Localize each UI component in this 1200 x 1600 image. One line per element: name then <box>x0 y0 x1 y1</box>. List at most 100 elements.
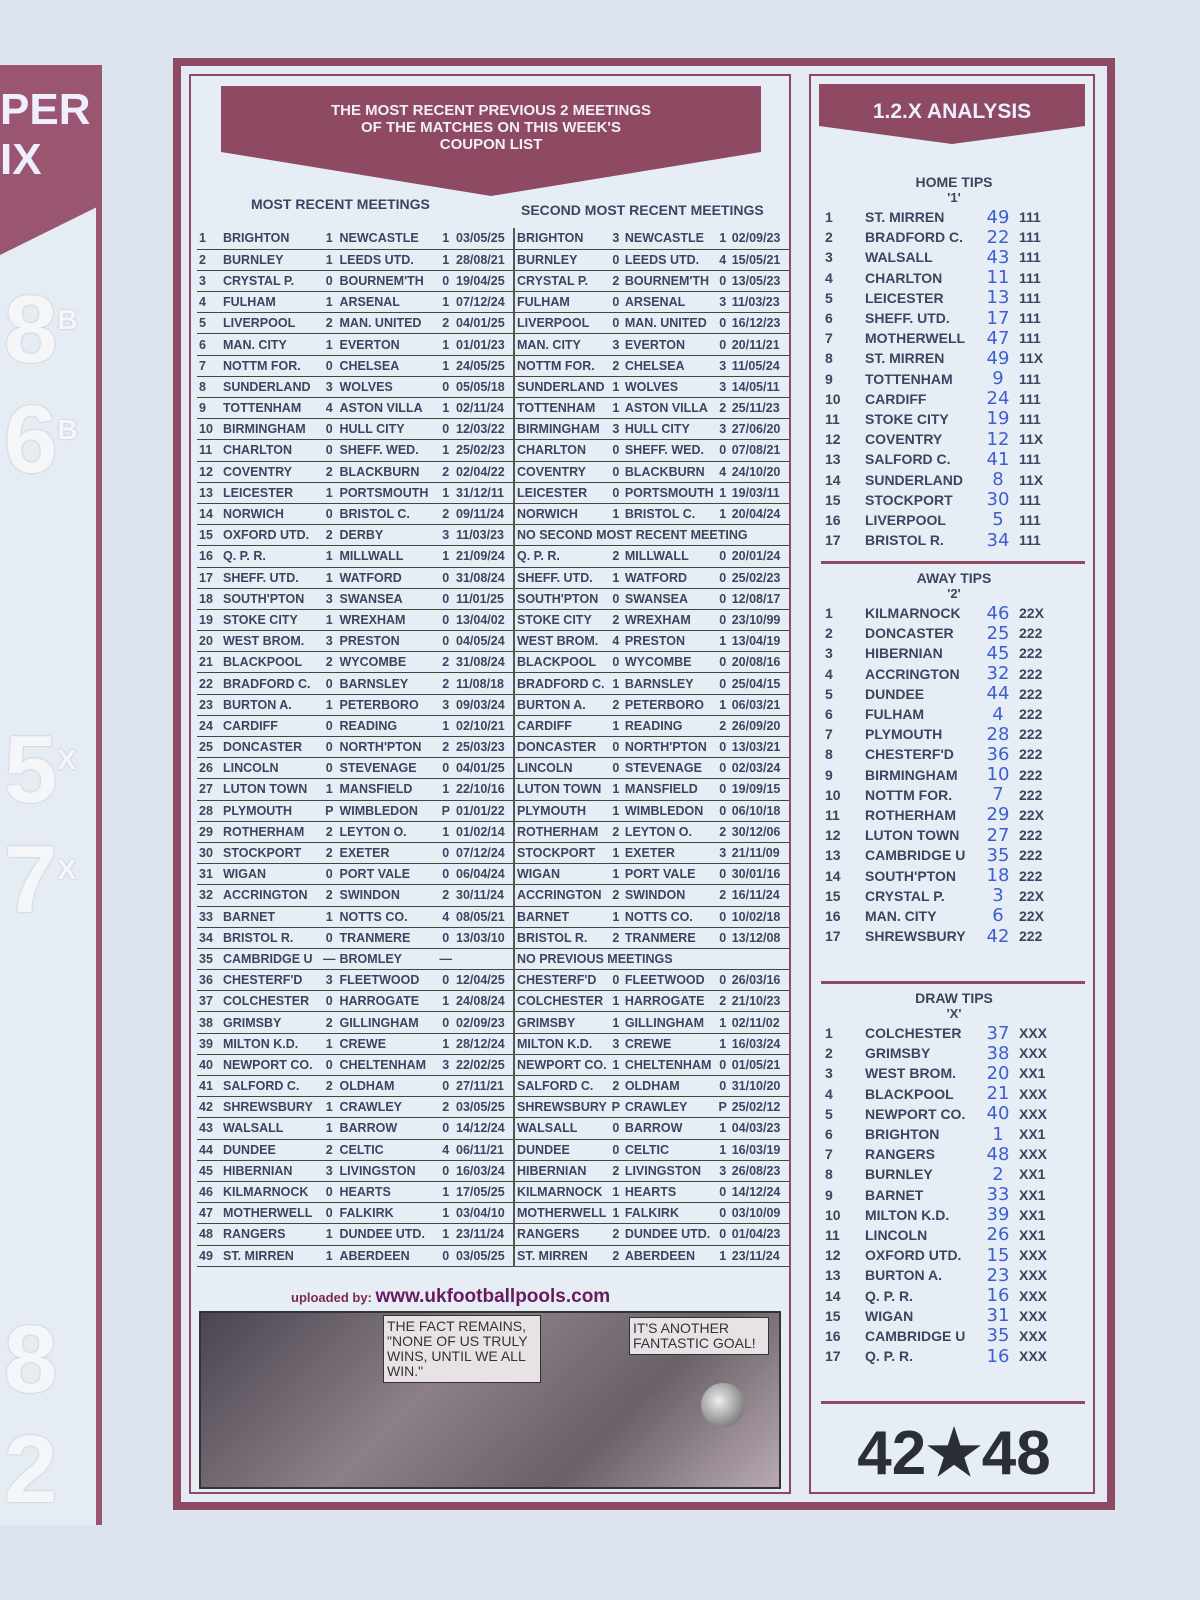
tip-team: CAMBRIDGE U <box>865 847 966 864</box>
handwritten-match-number: 21 <box>986 1083 1010 1105</box>
handwritten-match-number: 2 <box>992 1163 1004 1185</box>
match-date: 03/04/10 <box>454 1202 515 1225</box>
tip-code: 22X <box>1019 907 1044 924</box>
away-team: WIMBLEDON <box>337 800 438 822</box>
match-date: 08/05/21 <box>454 906 515 928</box>
home-score-2: 0 <box>608 461 623 483</box>
tip-number: 8 <box>825 350 833 367</box>
away-team-2: MILLWALL <box>622 545 716 568</box>
tip-row: 13 BURTON A. 23 XXX <box>825 1265 1083 1286</box>
match-number: 16 <box>197 545 221 568</box>
tip-code: 222 <box>1019 766 1043 783</box>
match-date: 28/12/24 <box>454 1033 515 1055</box>
match-date: 06/11/21 <box>454 1139 515 1161</box>
away-team-2: WIMBLEDON <box>622 800 716 822</box>
handwritten-match-number: 28 <box>986 723 1010 745</box>
away-team-2: LIVINGSTON <box>622 1160 716 1182</box>
tip-row: 2 GRIMSBY 38 XXX <box>825 1043 1083 1064</box>
match-date: 24/05/25 <box>454 355 515 377</box>
tip-team: RANGERS <box>865 1146 936 1163</box>
away-score: 0 <box>437 863 454 886</box>
away-score: 1 <box>437 228 454 250</box>
match-date: 01/01/22 <box>454 800 515 822</box>
away-team-2: BARROW <box>622 1117 716 1140</box>
handwritten-match-number: 18 <box>986 865 1010 887</box>
uploader-link[interactable]: www.ukfootballpools.com <box>375 1286 611 1307</box>
tip-number: 14 <box>825 471 841 488</box>
tip-row: 9 TOTTENHAM 9 111 <box>825 368 1083 389</box>
handwritten-match-number: 16 <box>986 1285 1010 1307</box>
match-date-2: 01/04/23 <box>729 1223 789 1246</box>
away-team: LEYTON O. <box>337 821 438 843</box>
away-team: STEVENAGE <box>337 757 438 780</box>
tip-code: XXX <box>1019 1085 1048 1102</box>
home-score: 2 <box>321 1011 338 1034</box>
home-team: DUNDEE <box>221 1139 321 1161</box>
table-row: 27 LUTON TOWN 1 MANSFIELD 1 22/10/16 LUTON TOW… <box>197 778 789 801</box>
home-score: 0 <box>321 355 338 377</box>
home-score: 0 <box>321 270 338 293</box>
away-score-2: 1 <box>715 503 730 526</box>
home-team-2: COVENTRY <box>514 461 609 483</box>
home-team-2: LUTON TOWN <box>514 778 609 801</box>
away-score: 2 <box>437 672 454 695</box>
tips-section: DRAW TIPS 'X' 1 COLCHESTER 37 XXX 2 GRIMSBY 38 XX… <box>825 990 1083 1367</box>
match-date-2: 26/09/20 <box>729 715 789 738</box>
match-number: 40 <box>197 1054 221 1077</box>
match-date: 06/04/24 <box>454 863 515 886</box>
home-team-2: Q. P. R. <box>514 545 609 568</box>
home-score-2: 1 <box>608 1181 623 1204</box>
match-date: 24/08/24 <box>454 990 515 1013</box>
match-number: 37 <box>197 990 221 1013</box>
handwritten-match-number: 40 <box>986 1103 1010 1125</box>
home-team-2: ROTHERHAM <box>514 821 609 843</box>
home-score: 1 <box>321 1117 338 1140</box>
match-date: 03/05/25 <box>454 1245 515 1267</box>
section-title: HOME TIPS <box>915 174 993 190</box>
tip-number: 1 <box>825 1025 833 1042</box>
match-date: 17/05/25 <box>454 1181 515 1204</box>
away-score-2: 0 <box>715 1075 730 1098</box>
tip-code: 111 <box>1019 451 1041 468</box>
match-number: 42 <box>197 1096 221 1119</box>
home-score-2: 1 <box>608 1011 623 1034</box>
home-score: 1 <box>321 1033 338 1055</box>
handwritten-match-number: 26 <box>986 1224 1010 1246</box>
table-row: 20 WEST BROM. 3 PRESTON 0 04/05/24 WEST BROM. 4… <box>197 630 789 653</box>
away-score-2: 3 <box>715 418 730 441</box>
table-row: 42 SHREWSBURY 1 CRAWLEY 2 03/05/25 SHREWSBURY P… <box>197 1096 789 1119</box>
away-team: ABERDEEN <box>337 1245 438 1267</box>
match-date-2: 20/04/24 <box>729 503 789 526</box>
strip-number: 8B <box>4 276 78 383</box>
table-row: 1 BRIGHTON 1 NEWCASTLE 1 03/05/25 BRIGHTON 3 NEW… <box>197 228 789 250</box>
away-score: 1 <box>437 249 454 271</box>
home-team-2: BIRMINGHAM <box>514 418 609 441</box>
tip-team: WIGAN <box>865 1307 914 1324</box>
match-date: 16/03/24 <box>454 1160 515 1182</box>
tip-row: 10 NOTTM FOR. 7 222 <box>825 784 1083 805</box>
tip-row: 16 LIVERPOOL 5 111 <box>825 509 1083 530</box>
away-team-2: BOURNEM'TH <box>622 270 716 293</box>
tip-row: 6 BRIGHTON 1 XX1 <box>825 1124 1083 1145</box>
away-team-2: SWANSEA <box>622 588 716 610</box>
away-team: CHELTENHAM <box>337 1054 438 1077</box>
away-score-2: 0 <box>715 757 730 780</box>
tip-row: 15 STOCKPORT 30 111 <box>825 489 1083 510</box>
match-date: 12/04/25 <box>454 969 515 992</box>
home-team-2: MOTHERWELL <box>514 1202 609 1225</box>
home-score-2: 1 <box>608 990 623 1013</box>
home-score-2: 2 <box>608 545 623 568</box>
away-team-2: GILLINGHAM <box>622 1011 716 1034</box>
match-date: 13/04/02 <box>454 609 515 632</box>
match-date-2: 26/08/23 <box>729 1160 789 1182</box>
tip-number: 1 <box>825 209 833 226</box>
home-score-2: 0 <box>608 757 623 780</box>
tip-number: 1 <box>825 605 833 622</box>
away-team: BOURNEM'TH <box>337 270 438 293</box>
tip-number: 13 <box>825 847 841 864</box>
home-score: 1 <box>321 1245 338 1267</box>
home-score: 3 <box>321 630 338 653</box>
handwritten-match-number: 32 <box>986 663 1010 685</box>
match-date: 19/04/25 <box>454 270 515 293</box>
meeting-note: NO PREVIOUS MEETINGS <box>514 948 789 971</box>
